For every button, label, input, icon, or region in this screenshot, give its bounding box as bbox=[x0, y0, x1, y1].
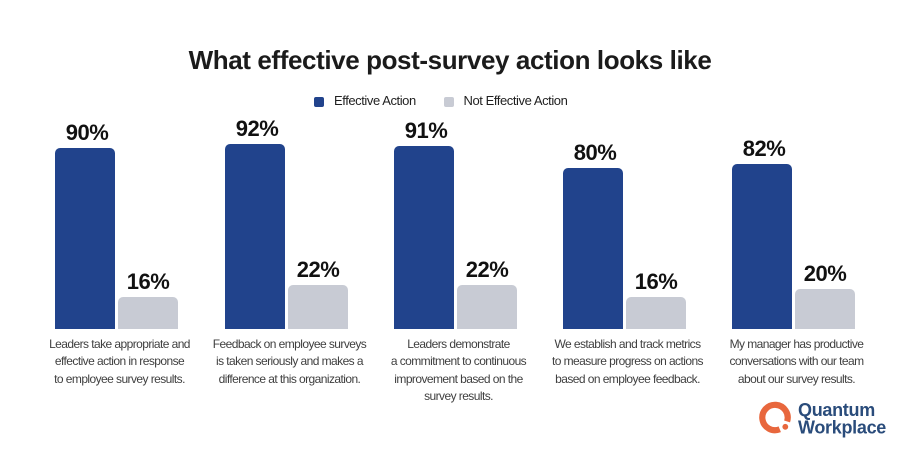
svg-text:Quantum: Quantum bbox=[798, 400, 875, 420]
svg-text:Workplace: Workplace bbox=[798, 418, 886, 438]
